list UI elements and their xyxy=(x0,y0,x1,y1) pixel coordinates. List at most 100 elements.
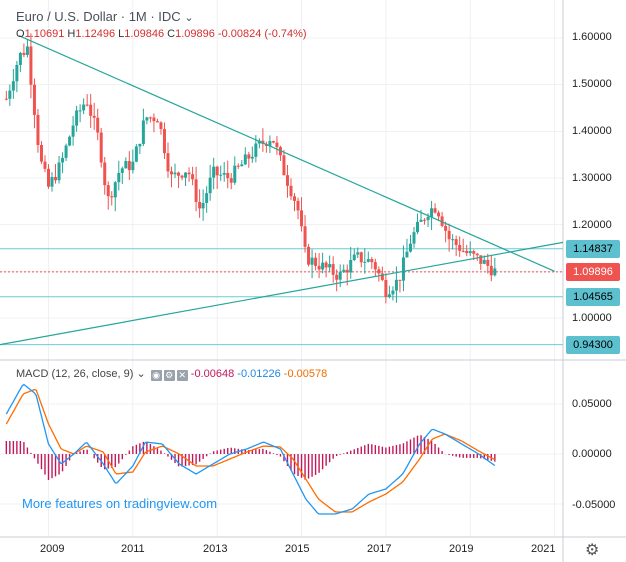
candle-body xyxy=(4,98,8,100)
price-tick: 1.00000 xyxy=(572,312,612,324)
candle-body xyxy=(338,271,342,280)
candle-body xyxy=(152,117,156,122)
macd-title: MACD (12, 26, close, 9) xyxy=(16,368,134,380)
candle-body xyxy=(275,142,279,148)
candle-body xyxy=(184,172,188,178)
candle-body xyxy=(236,165,240,167)
candle-body xyxy=(430,208,434,217)
candle-body xyxy=(394,279,398,291)
candle-body xyxy=(110,196,114,198)
candle-body xyxy=(380,273,384,280)
close-icon[interactable]: ✕ xyxy=(176,370,188,381)
candle-body xyxy=(11,81,15,91)
close-label: C xyxy=(167,28,176,40)
candle-body xyxy=(162,129,166,154)
candle-body xyxy=(177,172,181,176)
price-tick: 1.20000 xyxy=(572,219,612,231)
candle-body xyxy=(18,52,22,65)
candle-body xyxy=(99,132,103,163)
candle-body xyxy=(366,259,370,262)
candle-body xyxy=(127,161,131,171)
candle-body xyxy=(205,193,209,203)
chevron-down-icon[interactable]: ⌄ xyxy=(184,12,194,24)
candle-body xyxy=(461,250,465,252)
candle-body xyxy=(271,141,275,143)
candle-body xyxy=(25,46,29,55)
gear-icon[interactable]: ⚙ xyxy=(585,542,600,559)
trendline-ascending xyxy=(0,241,564,346)
candle-body xyxy=(261,140,265,144)
level-label-104565[interactable]: 1.04565 xyxy=(566,288,620,306)
ohlc-readout: O1.10691 H1.12496 L1.09846 C1.09896 -0.0… xyxy=(16,28,307,40)
candle-body xyxy=(68,136,72,146)
candle-body xyxy=(391,290,395,295)
price-tick: 1.60000 xyxy=(572,31,612,43)
candle-body xyxy=(145,117,149,121)
candle-body xyxy=(451,239,455,241)
candle-body xyxy=(240,164,244,167)
candle-body xyxy=(447,230,451,240)
candle-body xyxy=(219,174,223,176)
candle-body xyxy=(8,90,12,99)
change-value: -0.00824 (-0.74%) xyxy=(217,28,307,40)
high-value: 1.12496 xyxy=(75,28,116,40)
candle-body xyxy=(303,226,307,247)
candle-body xyxy=(479,255,483,264)
symbol-title-text: Euro / U.S. Dollar · 1M · IDC xyxy=(16,9,181,24)
settings-icon[interactable]: ⚙ xyxy=(163,370,175,381)
candle-body xyxy=(82,104,86,111)
time-tick: 2013 xyxy=(203,543,228,555)
candle-body xyxy=(134,146,138,162)
candle-body xyxy=(331,264,335,275)
candle-body xyxy=(250,156,254,159)
candle-body xyxy=(289,185,293,197)
macd-tick: 0.05000 xyxy=(572,398,612,410)
macd-signal-line xyxy=(5,388,496,513)
candle-body xyxy=(226,172,230,179)
candle-body xyxy=(15,64,19,82)
candle-body xyxy=(208,177,212,194)
candle-body xyxy=(131,161,135,171)
candle-body xyxy=(61,157,65,163)
candle-body xyxy=(113,182,117,198)
candle-body xyxy=(373,262,377,270)
promo-link[interactable]: More features on tradingview.com xyxy=(22,496,218,511)
candle-body xyxy=(233,165,237,183)
candle-body xyxy=(468,251,472,254)
candle-body xyxy=(472,251,476,254)
candle-body xyxy=(440,216,444,226)
candle-body xyxy=(57,162,61,181)
level-label-114837[interactable]: 1.14837 xyxy=(566,240,620,258)
candle-body xyxy=(370,259,374,263)
candle-body xyxy=(71,125,75,137)
candle-body xyxy=(398,279,402,281)
candle-body xyxy=(22,52,26,55)
candle-body xyxy=(257,140,261,144)
candle-body xyxy=(29,46,33,85)
candle-body xyxy=(54,177,58,181)
chevron-down-icon[interactable]: ⌄ xyxy=(136,368,146,380)
candle-body xyxy=(444,225,448,231)
level-label-094300[interactable]: 0.94300 xyxy=(566,336,620,354)
candle-body xyxy=(117,172,121,183)
price-tick: 1.50000 xyxy=(572,78,612,90)
candle-body xyxy=(120,168,124,173)
candle-body xyxy=(222,172,226,175)
candle-body xyxy=(282,155,286,176)
eye-icon[interactable]: ◉ xyxy=(150,370,162,381)
macd-legend[interactable]: MACD (12, 26, close, 9) ⌄ ◉ ⚙ ✕ -0.00648 -… xyxy=(16,367,327,381)
candle-body xyxy=(191,174,195,180)
trendline-descending xyxy=(18,35,555,272)
symbol-title[interactable]: Euro / U.S. Dollar · 1M · IDC ⌄ xyxy=(16,9,194,24)
candle-body xyxy=(46,168,50,187)
candle-body xyxy=(359,252,363,263)
candle-body xyxy=(401,257,405,281)
current-price-label: 1.09896 xyxy=(566,263,620,281)
candle-body xyxy=(363,261,367,263)
time-tick: 2015 xyxy=(285,543,310,555)
candle-body xyxy=(201,202,205,209)
candle-body xyxy=(458,244,462,251)
time-tick: 2011 xyxy=(121,543,145,555)
high-label: H xyxy=(67,28,76,40)
